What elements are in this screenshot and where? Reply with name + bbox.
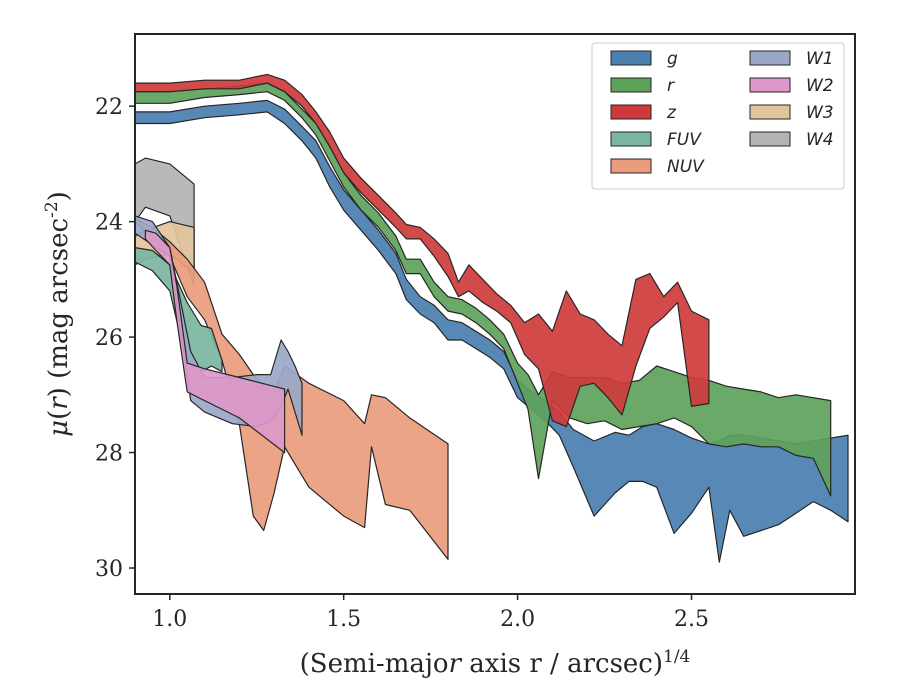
x-tick-label: 1.0	[152, 607, 187, 632]
legend-label-r: r	[667, 76, 675, 96]
legend-swatch-fuv	[610, 131, 652, 147]
band-w2	[144, 229, 286, 454]
legend: grz FUV NUV W1 W2 W3 W4	[591, 42, 845, 190]
legend-swatch-nuv	[610, 158, 652, 174]
band-r	[135, 82, 832, 497]
legend-swatch-w4	[749, 131, 791, 147]
legend-label-nuv: NUV	[667, 157, 705, 177]
legend-swatch-w2	[749, 77, 791, 93]
y-axis-ticks: 22 24 26 28 30	[95, 95, 135, 582]
legend-swatch-w1	[749, 50, 791, 66]
legend-swatch-z	[610, 104, 652, 120]
plot-frame	[134, 33, 856, 595]
legend-swatch-g	[610, 50, 652, 66]
x-tick-label: 2.5	[674, 607, 709, 632]
y-tick-label: 26	[95, 326, 123, 351]
legend-label-w2: W2	[806, 76, 834, 96]
legend-label-w1: W1	[806, 49, 834, 69]
legend-label-w4: W4	[806, 130, 834, 150]
legend-label-z: z	[666, 103, 677, 123]
y-tick-label: 24	[95, 211, 123, 236]
legend-swatch-r	[610, 77, 652, 93]
x-tick-label: 2.0	[500, 607, 535, 632]
x-axis-ticks: 1.0 1.5 2.0 2.5	[152, 594, 709, 632]
legend-label-w3: W3	[806, 103, 834, 123]
legend-label-g: g	[667, 49, 678, 69]
profile-bands	[135, 73, 849, 563]
band-g	[135, 99, 849, 563]
x-tick-label: 1.5	[326, 607, 361, 632]
y-tick-label: 28	[95, 442, 123, 467]
legend-swatch-w3	[749, 104, 791, 120]
y-tick-label: 30	[95, 557, 123, 582]
band-z	[135, 73, 710, 428]
y-axis-label: μ(r) (mag arcsec-2)	[42, 191, 74, 437]
y-tick-label: 22	[95, 95, 123, 120]
x-axis-label: (Semi-major axis r / arcsec)1/4	[300, 647, 691, 679]
legend-label-fuv: FUV	[667, 130, 702, 150]
